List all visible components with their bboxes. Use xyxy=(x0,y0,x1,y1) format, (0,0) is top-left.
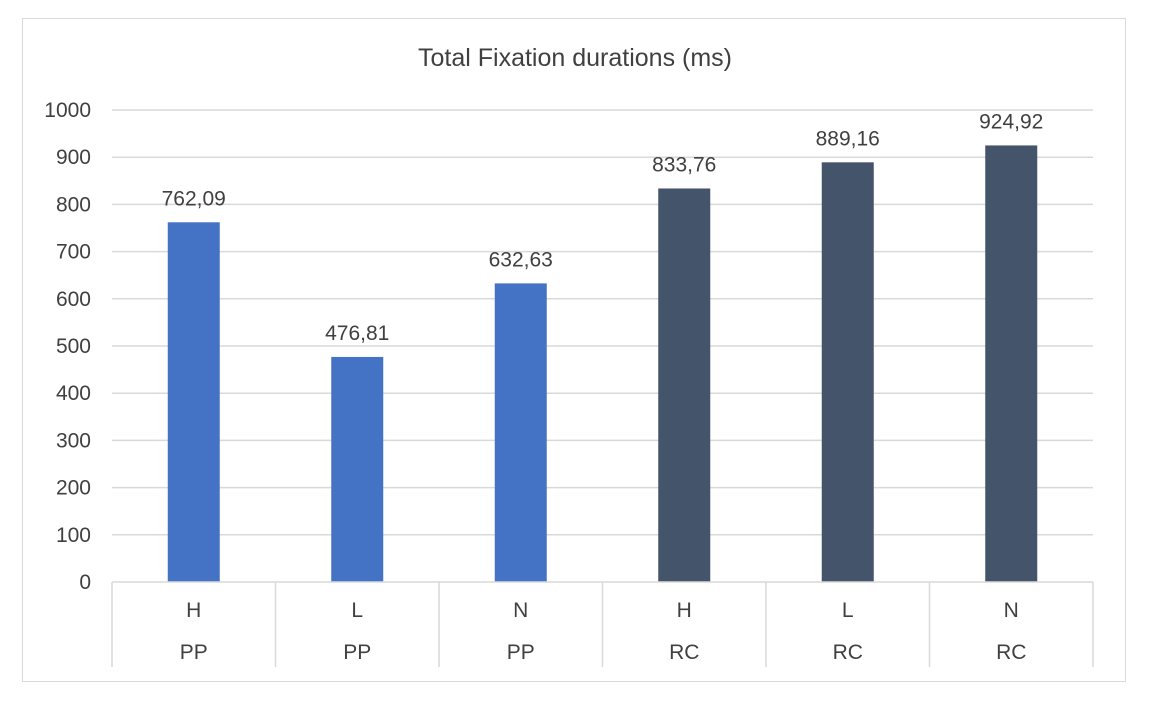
bar-pp-l xyxy=(331,356,384,582)
data-label: 924,92 xyxy=(979,110,1043,133)
x-axis: H PP L PP N PP H RC L RC N RC xyxy=(111,581,1094,667)
bar-rc-h xyxy=(658,188,711,583)
data-labels: 762,09 476,81 632,63 833,76 889,16 924,92 xyxy=(162,110,1044,345)
x-tick-label-sub: H xyxy=(677,599,692,622)
data-label: 762,09 xyxy=(162,187,226,210)
data-label: 833,76 xyxy=(652,153,716,176)
x-tick-label-group: PP xyxy=(507,641,535,664)
x-tick-label-sub: N xyxy=(1004,599,1019,622)
bar-pp-h xyxy=(167,222,220,582)
x-tick-label-group: RC xyxy=(996,641,1026,664)
y-tick-label: 200 xyxy=(56,477,91,500)
y-tick-label: 900 xyxy=(56,146,91,169)
x-tick-label-group: RC xyxy=(669,641,699,664)
bars xyxy=(167,145,1038,583)
y-tick-label: 600 xyxy=(56,288,91,311)
y-tick-label: 500 xyxy=(56,335,91,358)
x-tick-label-sub: H xyxy=(186,599,201,622)
bar-pp-n xyxy=(494,283,547,582)
y-tick-label: 800 xyxy=(56,193,91,216)
x-tick-label-group: PP xyxy=(343,641,371,664)
y-tick-label: 300 xyxy=(56,429,91,452)
y-tick-label: 700 xyxy=(56,241,91,264)
gridlines xyxy=(112,109,1093,536)
chart-title: Total Fixation durations (ms) xyxy=(418,44,732,72)
y-tick-label: 100 xyxy=(56,524,91,547)
x-tick-label-sub: N xyxy=(513,599,528,622)
x-tick-label-group: PP xyxy=(180,641,208,664)
x-tick-label-sub: L xyxy=(351,599,363,622)
y-tick-label: 400 xyxy=(56,382,91,405)
y-tick-label: 0 xyxy=(79,571,91,594)
data-label: 476,81 xyxy=(325,322,389,345)
bar-rc-l xyxy=(821,162,874,583)
y-tick-label: 1000 xyxy=(44,99,91,122)
x-tick-label-sub: L xyxy=(842,599,854,622)
x-tick-label-group: RC xyxy=(833,641,863,664)
data-label: 889,16 xyxy=(816,127,880,150)
y-axis: 0 100 200 300 400 500 600 700 800 900 1000 xyxy=(44,99,91,594)
data-label: 632,63 xyxy=(489,248,553,271)
bar-rc-n xyxy=(985,145,1038,583)
